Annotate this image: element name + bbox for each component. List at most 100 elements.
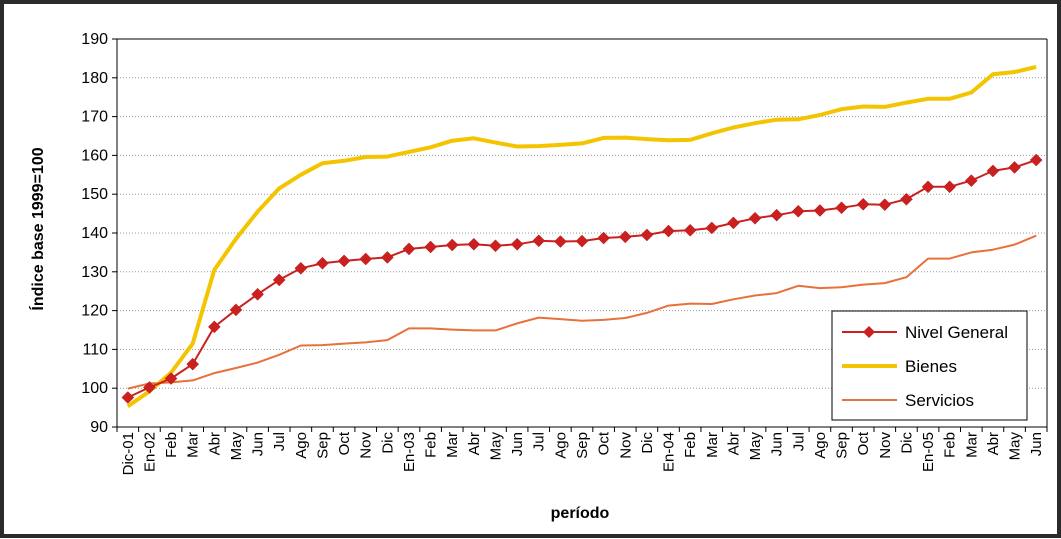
y-tick-label: 190 — [81, 31, 108, 48]
data-point — [380, 251, 394, 264]
x-tick-label: Jul — [790, 432, 807, 451]
x-tick-label: May — [1007, 432, 1024, 461]
data-point — [402, 242, 416, 256]
x-axis-label: período — [551, 505, 610, 522]
y-tick-label: 180 — [81, 70, 108, 87]
data-point — [510, 237, 524, 251]
x-tick-label: Jun — [1028, 432, 1045, 456]
legend-label: Nivel General — [905, 323, 1008, 342]
x-tick-label: En-04 — [661, 432, 678, 472]
x-tick-label: Ago — [812, 432, 829, 459]
legend: Nivel General Bienes Servicios — [831, 310, 1028, 421]
data-point — [597, 231, 610, 245]
y-tick-label: 120 — [81, 303, 108, 320]
x-tick-label: Mar — [185, 432, 202, 458]
x-tick-label: En-02 — [141, 432, 158, 472]
x-tick-label: En-03 — [401, 432, 418, 472]
x-tick-label: Abr — [725, 432, 742, 455]
data-point — [489, 239, 502, 253]
data-point — [835, 201, 848, 215]
legend-marker — [863, 326, 875, 338]
x-tick-label: Nov — [358, 432, 375, 459]
y-tick-label: 130 — [81, 264, 108, 281]
data-point — [532, 234, 546, 248]
x-tick-label: Nov — [877, 432, 894, 459]
data-point — [662, 224, 675, 238]
x-tick-label: Abr — [466, 432, 483, 455]
data-point — [467, 237, 481, 251]
x-tick-label: Feb — [423, 432, 440, 458]
data-point — [207, 320, 221, 334]
y-tick-label: 170 — [81, 109, 108, 126]
x-tick-label: Oct — [596, 431, 613, 455]
y-tick-label: 90 — [90, 419, 108, 436]
x-tick-label: Feb — [942, 432, 959, 458]
data-point — [813, 204, 827, 217]
x-tick-label: Mar — [704, 432, 721, 458]
data-point — [359, 252, 373, 266]
data-point — [921, 180, 935, 194]
x-tick-label: Jul — [271, 432, 288, 451]
x-tick-label: Mar — [444, 432, 461, 458]
x-tick-label: Dic — [898, 432, 915, 454]
x-tick-label: En-05 — [920, 432, 937, 472]
x-tick-label: Nov — [617, 432, 634, 459]
y-tick-label: 160 — [81, 147, 108, 164]
legend-label: Servicios — [905, 391, 974, 410]
data-point — [640, 228, 654, 242]
data-point — [943, 180, 957, 194]
x-tick-label: Ago — [552, 432, 569, 459]
x-tick-label: Sep — [574, 432, 591, 459]
x-tick-label: Jun — [250, 432, 267, 456]
y-axis-label: Índice base 1999=100 — [28, 147, 47, 310]
x-tick-label: Abr — [206, 432, 223, 455]
data-point — [272, 273, 286, 287]
x-tick-label: Jun — [509, 432, 526, 456]
data-point — [337, 254, 351, 268]
data-point — [727, 216, 740, 230]
data-point — [770, 208, 784, 222]
x-tick-label: Jul — [531, 432, 548, 451]
x-tick-label: Sep — [834, 432, 851, 459]
data-point — [878, 198, 892, 212]
data-point — [445, 238, 459, 252]
data-point — [251, 287, 264, 301]
data-point — [121, 391, 135, 404]
data-point — [186, 357, 200, 371]
x-tick-label: Abr — [985, 432, 1002, 455]
data-point — [554, 235, 567, 248]
data-point — [964, 174, 978, 187]
x-tick-label: May — [747, 432, 764, 461]
x-tick-label: Sep — [314, 432, 331, 459]
data-point — [748, 211, 762, 225]
x-tick-label: Dic — [639, 432, 656, 454]
y-tick-label: 100 — [81, 380, 108, 397]
data-point — [1029, 153, 1043, 167]
data-point — [316, 256, 329, 270]
y-tick-label: 110 — [82, 341, 108, 358]
data-point — [705, 221, 719, 235]
data-point — [618, 230, 632, 244]
data-point — [683, 223, 697, 237]
series-line-bienes — [126, 64, 1037, 409]
data-point — [143, 381, 156, 394]
x-tick-label: Oct — [855, 431, 872, 455]
x-tick-label: May — [487, 432, 504, 461]
data-point — [229, 303, 243, 317]
data-point — [164, 372, 178, 385]
x-tick-label: Dic — [379, 432, 396, 454]
data-point — [856, 197, 870, 211]
x-tick-label: Ago — [293, 432, 310, 459]
x-tick-label: Oct — [336, 431, 353, 455]
data-point — [986, 164, 1000, 178]
x-tick-label: Mar — [963, 432, 980, 458]
axis-labels: Índice base 1999=100 período — [28, 147, 610, 522]
series-group — [121, 64, 1043, 409]
x-tick-label: May — [228, 432, 245, 461]
data-point — [900, 192, 913, 206]
y-tick-label: 140 — [81, 225, 108, 242]
x-tick-label: Dic-01 — [120, 432, 137, 475]
